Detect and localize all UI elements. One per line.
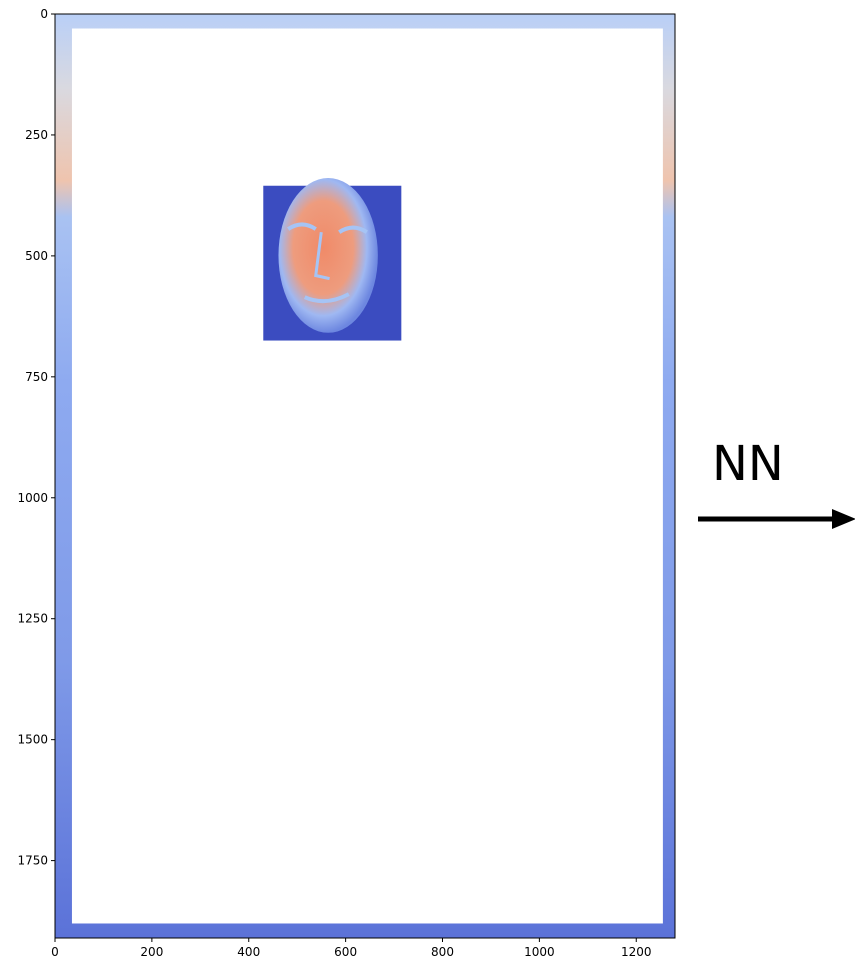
x-tick-label: 400	[237, 945, 260, 959]
x-tick-label: 200	[140, 945, 163, 959]
y-tick-label: 750	[25, 370, 48, 384]
y-tick-label: 1750	[17, 854, 48, 868]
axes-frame	[54, 13, 676, 939]
y-tick-label: 500	[25, 249, 48, 263]
x-tick-label: 0	[51, 945, 59, 959]
y-tick-label: 1500	[17, 733, 48, 747]
x-tick-label: 800	[431, 945, 454, 959]
nn-label: NN	[712, 436, 784, 492]
x-tick-label: 1200	[621, 945, 652, 959]
face-shape	[278, 177, 378, 333]
nose	[314, 231, 330, 281]
y-tick-label: 1250	[17, 612, 48, 626]
y-tick-label: 0	[40, 7, 48, 21]
y-tick-label: 1000	[17, 491, 48, 505]
image-area	[55, 14, 675, 938]
right-eye	[338, 225, 368, 234]
left-eye	[287, 222, 317, 231]
x-tick-label: 600	[334, 945, 357, 959]
blank-region	[71, 28, 663, 924]
axes: 0 200 400 600 800 1000 1200 0 250 500 750 1000 1250 1…	[17, 7, 676, 959]
x-tick-label: 1000	[524, 945, 555, 959]
y-tick-label: 250	[25, 128, 48, 142]
mouth	[303, 292, 350, 304]
right-arrow-icon	[698, 509, 855, 529]
